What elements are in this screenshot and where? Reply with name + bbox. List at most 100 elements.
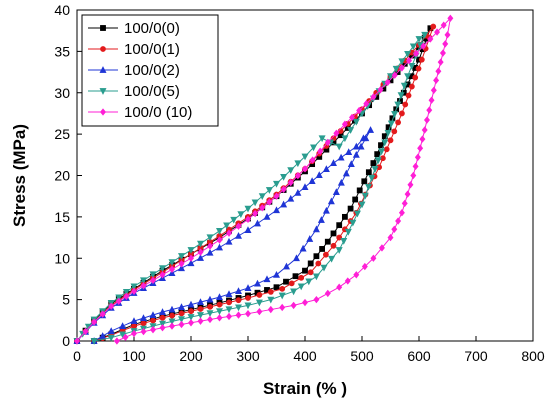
data-point xyxy=(352,142,360,150)
data-point xyxy=(252,209,259,218)
data-point xyxy=(324,238,331,245)
data-point xyxy=(330,230,337,237)
data-point xyxy=(225,306,233,314)
data-point xyxy=(169,265,175,273)
legend-label: 100/0 (10) xyxy=(124,104,192,121)
legend-item: 100/0(0) xyxy=(88,20,180,37)
data-point xyxy=(178,260,185,268)
data-point xyxy=(108,302,115,310)
legend: 100/0(0) 100/0(1) 100/0(2) 100/0(5) 100/0 (1… xyxy=(81,14,219,127)
data-point xyxy=(435,67,442,75)
data-point xyxy=(406,57,413,65)
data-point xyxy=(187,300,195,308)
data-point xyxy=(280,185,287,194)
data-point xyxy=(206,295,214,303)
data-point xyxy=(187,259,195,267)
data-point xyxy=(159,265,166,273)
data-point xyxy=(267,289,274,295)
data-point xyxy=(347,127,355,134)
x-tick-label: 400 xyxy=(293,348,317,364)
data-point xyxy=(368,174,376,182)
data-point xyxy=(324,289,331,298)
data-point xyxy=(405,92,412,99)
data-point xyxy=(349,113,356,122)
data-point xyxy=(344,228,352,236)
data-point xyxy=(419,135,426,143)
data-point xyxy=(216,236,223,244)
data-point xyxy=(216,293,223,301)
data-point xyxy=(187,314,195,321)
data-point xyxy=(226,299,232,306)
data-point xyxy=(347,205,354,212)
data-point xyxy=(370,160,377,166)
data-point xyxy=(99,332,107,339)
data-point xyxy=(320,264,328,272)
data-point xyxy=(168,318,176,326)
data-point xyxy=(327,197,335,205)
data-point xyxy=(335,143,343,151)
data-point xyxy=(197,317,204,325)
data-point xyxy=(150,317,156,324)
data-point xyxy=(444,31,451,39)
data-point xyxy=(225,237,233,245)
data-point xyxy=(342,169,350,177)
data-point xyxy=(384,130,392,137)
data-point xyxy=(119,331,127,339)
data-point xyxy=(302,298,308,307)
data-point xyxy=(306,235,314,242)
data-point xyxy=(336,222,343,229)
data-point xyxy=(312,273,320,281)
data-point xyxy=(251,199,259,207)
legend-label: 100/0(1) xyxy=(124,41,180,58)
data-point xyxy=(341,135,349,143)
data-point xyxy=(302,165,308,173)
x-tick-label: 300 xyxy=(236,348,260,364)
data-point xyxy=(315,260,322,267)
data-point xyxy=(391,128,398,135)
data-point xyxy=(340,237,348,245)
data-point xyxy=(91,318,98,326)
y-tick-label: 0 xyxy=(62,333,70,349)
x-tick-label: 0 xyxy=(73,348,81,364)
data-point xyxy=(226,229,232,237)
data-point xyxy=(301,153,309,161)
data-point xyxy=(294,160,302,168)
data-point xyxy=(273,284,280,291)
data-point xyxy=(361,178,368,185)
data-point xyxy=(130,283,138,291)
data-point xyxy=(353,271,360,279)
data-point xyxy=(245,310,251,318)
x-tick-label: 600 xyxy=(407,348,431,364)
data-point xyxy=(235,232,242,239)
data-point xyxy=(391,71,398,79)
data-point xyxy=(288,280,295,287)
data-point xyxy=(385,124,392,131)
data-point xyxy=(226,312,232,321)
data-point xyxy=(433,76,440,85)
y-tick-label: 10 xyxy=(54,250,70,266)
data-point xyxy=(294,189,302,196)
data-point xyxy=(122,333,129,341)
data-point xyxy=(437,58,444,66)
data-point xyxy=(149,311,157,318)
data-point xyxy=(244,226,252,234)
data-point xyxy=(278,292,286,300)
data-point xyxy=(273,192,280,200)
data-point xyxy=(341,120,348,128)
data-point xyxy=(169,312,175,319)
data-point xyxy=(115,297,122,305)
data-point xyxy=(365,183,373,191)
y-tick-label: 40 xyxy=(54,2,70,18)
data-point xyxy=(235,311,242,319)
x-tick-label: 500 xyxy=(350,348,374,364)
data-point xyxy=(344,277,351,285)
data-point xyxy=(159,271,166,279)
data-point xyxy=(256,292,263,298)
data-point xyxy=(216,301,223,308)
data-point xyxy=(290,301,297,310)
data-point xyxy=(356,187,363,194)
data-point xyxy=(408,62,416,70)
data-point xyxy=(392,65,400,73)
series-line xyxy=(76,129,371,342)
